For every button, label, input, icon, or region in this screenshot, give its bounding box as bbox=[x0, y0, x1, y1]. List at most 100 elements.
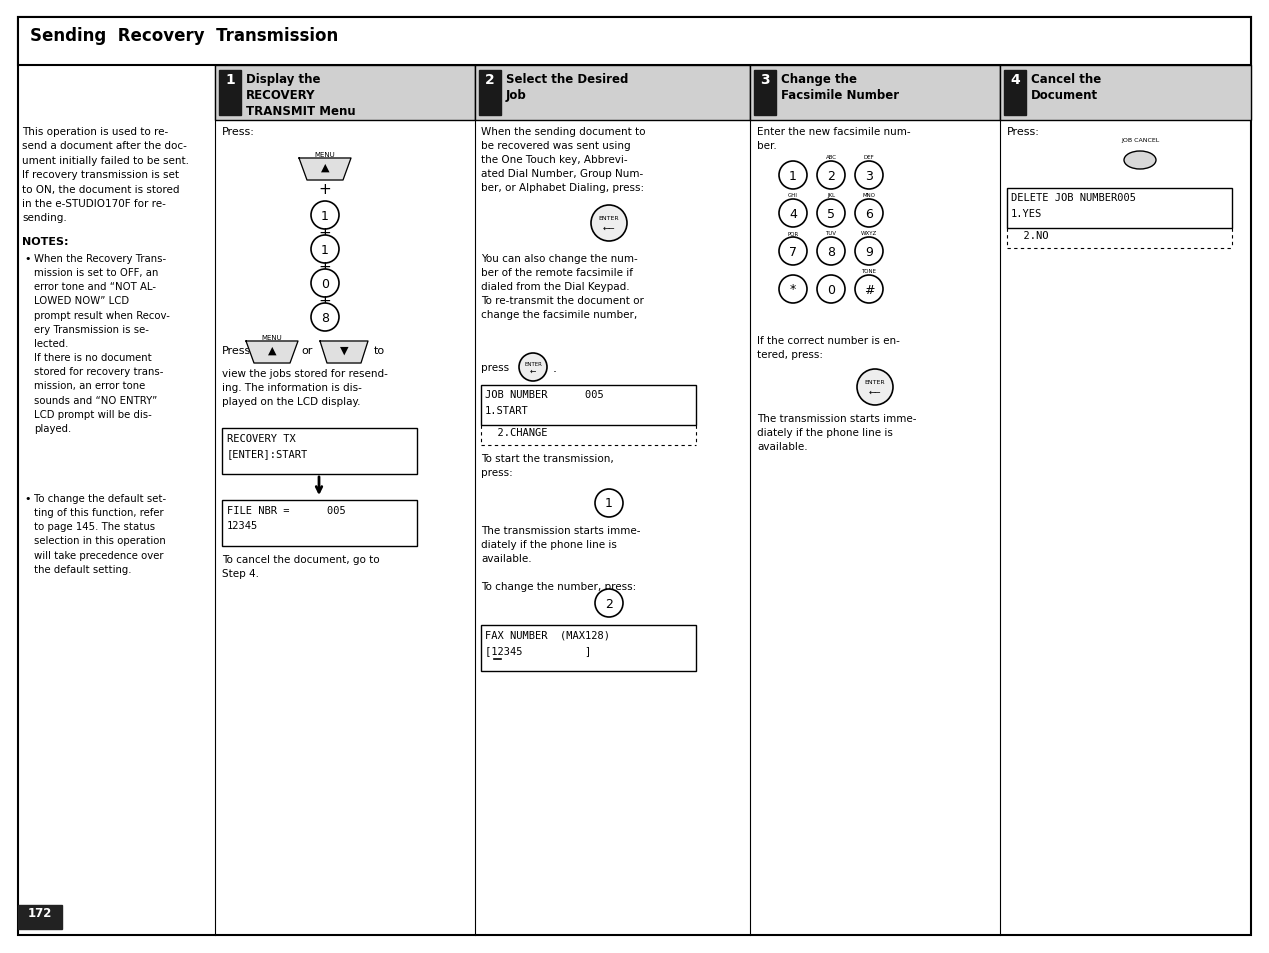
Text: 7: 7 bbox=[789, 245, 797, 258]
Text: 8: 8 bbox=[827, 245, 835, 258]
Text: 4: 4 bbox=[1010, 73, 1020, 87]
Text: Select the Desired
Job: Select the Desired Job bbox=[506, 73, 628, 102]
Text: To cancel the document, go to
Step 4.: To cancel the document, go to Step 4. bbox=[222, 555, 379, 578]
Bar bbox=[478, 71, 501, 116]
Text: •: • bbox=[24, 253, 30, 264]
Text: •: • bbox=[24, 494, 30, 503]
Text: ENTER: ENTER bbox=[864, 380, 886, 385]
Text: Cancel the
Document: Cancel the Document bbox=[1030, 73, 1101, 102]
Text: ▲: ▲ bbox=[321, 163, 329, 172]
Text: 2: 2 bbox=[827, 170, 835, 182]
Text: Change the
Facsimile Number: Change the Facsimile Number bbox=[780, 73, 900, 102]
Text: #: # bbox=[864, 283, 874, 296]
Text: press: press bbox=[481, 363, 509, 373]
Polygon shape bbox=[320, 341, 368, 364]
Circle shape bbox=[855, 275, 883, 304]
Text: Enter the new facsimile num-
ber.: Enter the new facsimile num- ber. bbox=[758, 127, 911, 151]
Text: This operation is used to re-
send a document after the doc-
ument initially fai: This operation is used to re- send a doc… bbox=[22, 127, 189, 223]
Circle shape bbox=[519, 354, 547, 381]
Circle shape bbox=[779, 162, 807, 190]
Polygon shape bbox=[246, 341, 298, 364]
Text: +: + bbox=[319, 181, 331, 196]
Text: 0: 0 bbox=[827, 283, 835, 296]
Text: To change the number, press:: To change the number, press: bbox=[481, 581, 636, 592]
Text: 1: 1 bbox=[321, 243, 329, 256]
Text: You can also change the num-
ber of the remote facsimile if
dialed from the Dial: You can also change the num- ber of the … bbox=[481, 253, 643, 319]
Circle shape bbox=[779, 275, 807, 304]
Text: DEF: DEF bbox=[864, 154, 874, 160]
Text: NOTES:: NOTES: bbox=[22, 236, 69, 247]
Circle shape bbox=[817, 162, 845, 190]
Text: +: + bbox=[319, 294, 331, 309]
Text: ▼: ▼ bbox=[340, 346, 348, 355]
Text: GHI: GHI bbox=[788, 193, 798, 198]
Circle shape bbox=[311, 304, 339, 332]
Bar bbox=[1000, 66, 1251, 121]
Circle shape bbox=[779, 200, 807, 228]
Text: DELETE JOB NUMBER005: DELETE JOB NUMBER005 bbox=[1011, 193, 1136, 203]
Text: The transmission starts imme-
diately if the phone line is
available.: The transmission starts imme- diately if… bbox=[758, 414, 916, 452]
Text: TONE: TONE bbox=[862, 269, 877, 274]
Text: *: * bbox=[789, 283, 796, 296]
Text: JKL: JKL bbox=[827, 193, 835, 198]
Text: JOB CANCEL: JOB CANCEL bbox=[1121, 138, 1159, 143]
Bar bbox=[222, 429, 418, 475]
Text: When the Recovery Trans-
mission is set to OFF, an
error tone and “NOT AL-
LOWED: When the Recovery Trans- mission is set … bbox=[34, 253, 170, 434]
Text: 2: 2 bbox=[485, 73, 495, 87]
Circle shape bbox=[855, 162, 883, 190]
Text: 5: 5 bbox=[827, 208, 835, 220]
Text: Press:: Press: bbox=[1008, 127, 1039, 137]
Text: 9: 9 bbox=[865, 245, 873, 258]
Circle shape bbox=[311, 202, 339, 230]
Bar bbox=[754, 71, 777, 116]
Text: 1: 1 bbox=[321, 210, 329, 222]
Text: 1.START: 1.START bbox=[485, 406, 529, 416]
Text: 8: 8 bbox=[321, 312, 329, 324]
Circle shape bbox=[857, 370, 893, 406]
Circle shape bbox=[817, 237, 845, 266]
Text: MENU: MENU bbox=[261, 335, 283, 340]
Circle shape bbox=[595, 589, 623, 618]
Circle shape bbox=[817, 200, 845, 228]
Text: MNO: MNO bbox=[863, 193, 876, 198]
Text: The transmission starts imme-
diately if the phone line is
available.: The transmission starts imme- diately if… bbox=[481, 525, 641, 563]
Text: 1.YES: 1.YES bbox=[1011, 209, 1042, 219]
Text: 1: 1 bbox=[605, 497, 613, 510]
Text: +: + bbox=[319, 260, 331, 275]
Text: 3: 3 bbox=[760, 73, 770, 87]
Text: Press:: Press: bbox=[222, 127, 255, 137]
Text: Press: Press bbox=[222, 346, 251, 355]
Text: To change the default set-
ting of this function, refer
to page 145. The status
: To change the default set- ting of this … bbox=[34, 494, 166, 575]
Bar bbox=[750, 66, 1000, 121]
Bar bbox=[220, 71, 241, 116]
Text: 172: 172 bbox=[28, 906, 52, 920]
Bar bbox=[222, 500, 418, 546]
Text: ENTER: ENTER bbox=[524, 361, 542, 366]
Text: WXYZ: WXYZ bbox=[860, 231, 877, 235]
Text: to: to bbox=[374, 346, 385, 355]
Text: MENU: MENU bbox=[315, 152, 335, 158]
Circle shape bbox=[311, 270, 339, 297]
Text: 1: 1 bbox=[789, 170, 797, 182]
Circle shape bbox=[855, 200, 883, 228]
Bar bbox=[18, 905, 62, 929]
Text: Sending  Recovery  Transmission: Sending Recovery Transmission bbox=[30, 27, 339, 45]
Circle shape bbox=[817, 275, 845, 304]
Text: When the sending document to
be recovered was sent using
the One Touch key, Abbr: When the sending document to be recovere… bbox=[481, 127, 646, 193]
Bar bbox=[481, 625, 695, 671]
Text: 1: 1 bbox=[225, 73, 235, 87]
Text: +: + bbox=[319, 226, 331, 241]
Circle shape bbox=[779, 237, 807, 266]
Text: TUV: TUV bbox=[826, 231, 836, 235]
Text: .: . bbox=[553, 362, 557, 375]
Bar bbox=[18, 18, 1251, 66]
Text: ←─: ←─ bbox=[869, 387, 881, 396]
Text: view the jobs stored for resend-
ing. The information is dis-
played on the LCD : view the jobs stored for resend- ing. Th… bbox=[222, 369, 388, 407]
Bar bbox=[214, 66, 475, 121]
Text: PQR: PQR bbox=[787, 231, 798, 235]
Text: ←─: ←─ bbox=[603, 223, 615, 233]
Text: RECOVERY TX
[ENTER]:START: RECOVERY TX [ENTER]:START bbox=[227, 434, 308, 458]
Bar bbox=[481, 386, 695, 426]
Text: 2.CHANGE: 2.CHANGE bbox=[485, 428, 547, 437]
Text: FAX NUMBER  (MAX128): FAX NUMBER (MAX128) bbox=[485, 629, 610, 639]
